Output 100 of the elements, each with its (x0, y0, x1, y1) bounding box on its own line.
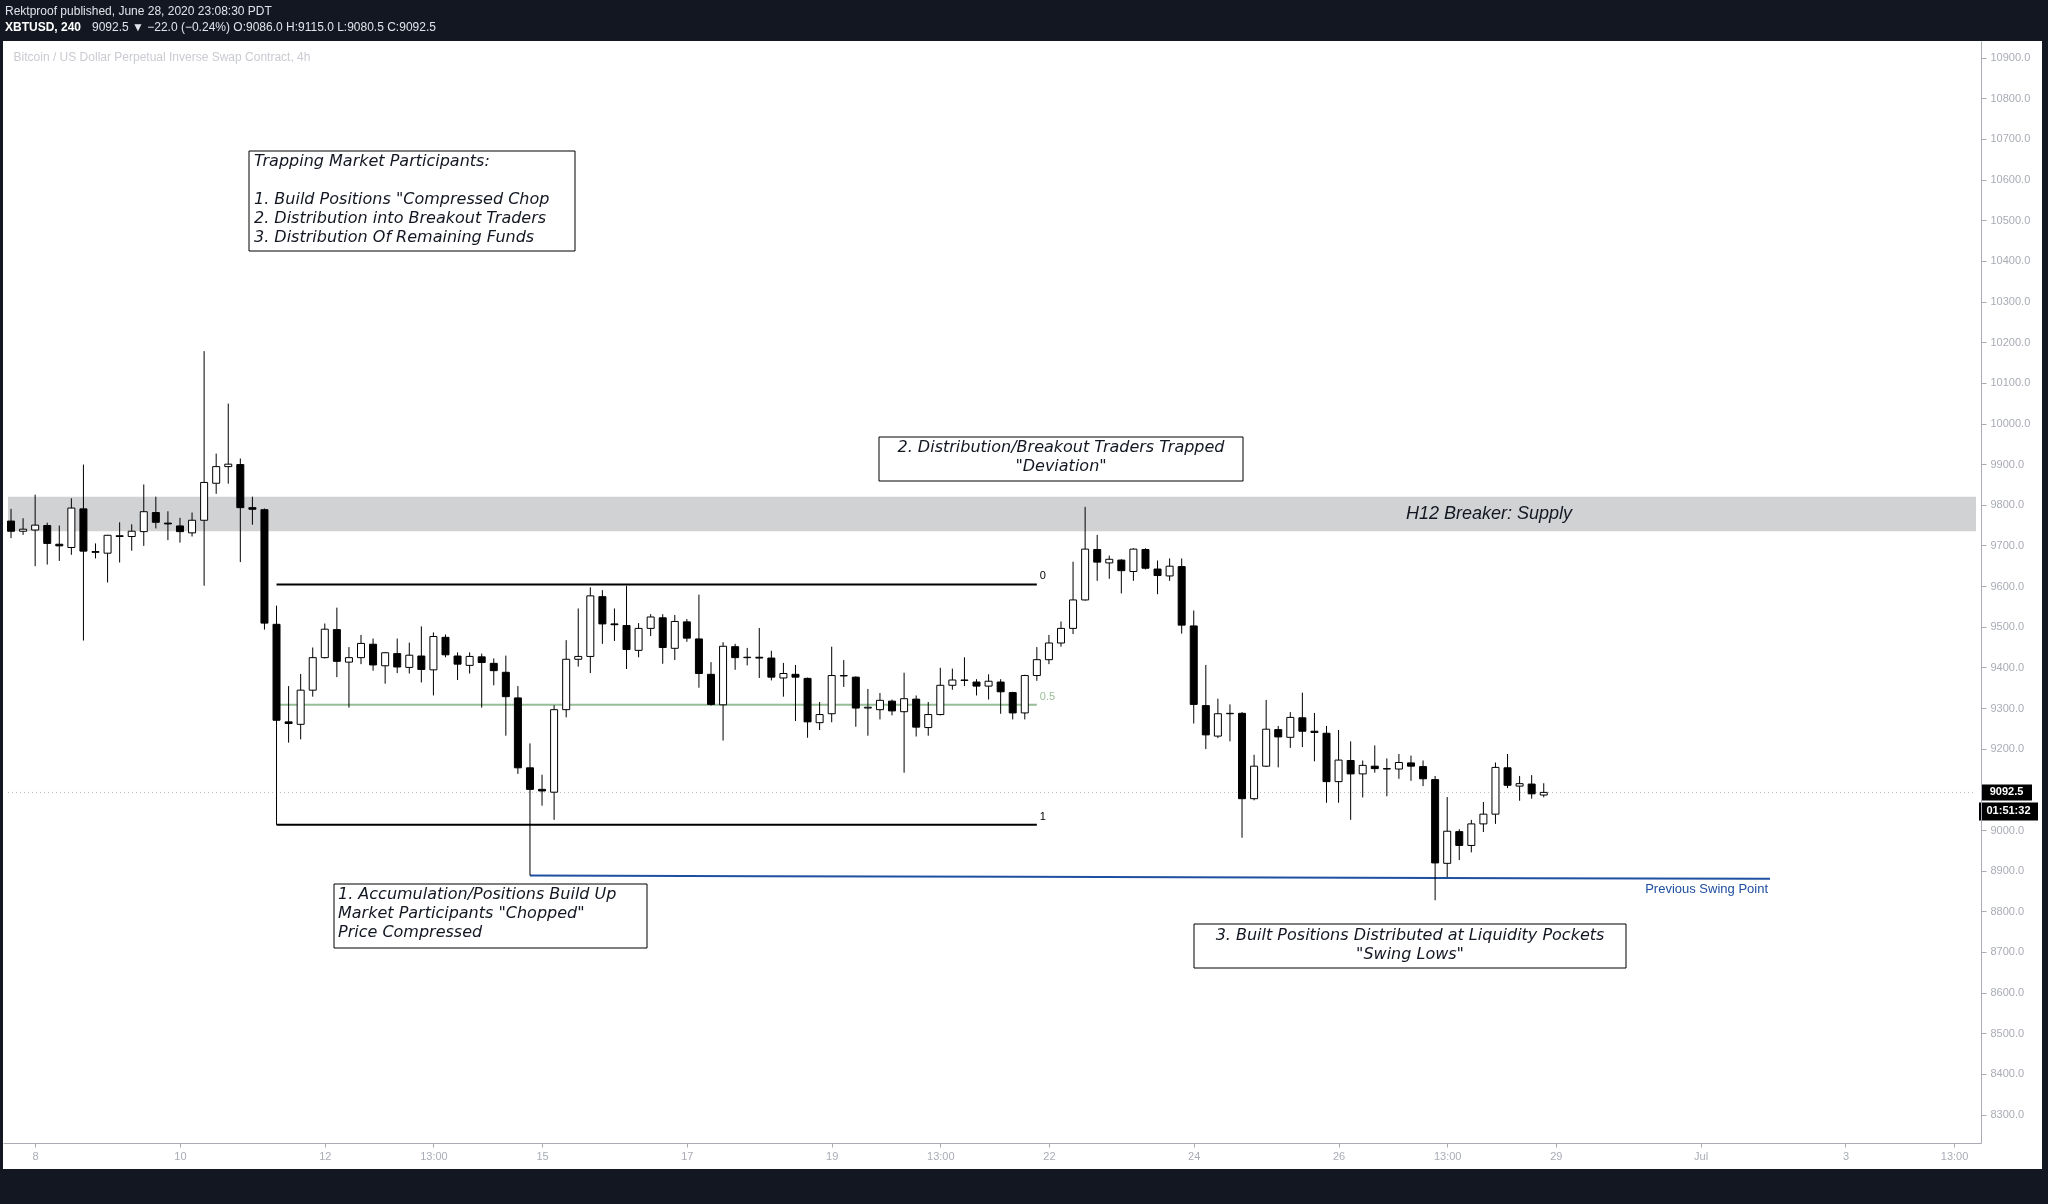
candlestick (984, 673, 993, 701)
y-tick-label: 9600.0 (1990, 579, 2025, 592)
candlestick (139, 483, 148, 547)
candlestick (441, 633, 450, 658)
y-tick-label: 10400.0 (1990, 254, 2031, 267)
chart-title: XBTUSD, 240 (5, 20, 82, 34)
text: 01:51:32 (1986, 804, 2031, 817)
candlestick (1310, 712, 1319, 762)
candlestick (369, 638, 378, 672)
x-tick-label: Jul (1694, 1149, 1709, 1162)
y-tick-label: 9900.0 (1990, 457, 2025, 470)
annotation: 1. Accumulation/Positions Build Up Market Participants "Chopped" Price Compressed (338, 884, 617, 941)
x-tick-label: 10 (174, 1149, 187, 1162)
y-tick-label: 9300.0 (1990, 701, 2025, 714)
y-tick-label: 8600.0 (1990, 986, 2025, 999)
x-tick-label: 17 (681, 1149, 694, 1162)
candlestick (127, 523, 136, 552)
y-tick-label: 9400.0 (1990, 660, 2025, 673)
candlestick (43, 522, 52, 566)
annotation: 3. Built Positions Distributed at Liquidity Pockets "Swing Lows" (1215, 925, 1605, 963)
candlestick (755, 627, 764, 679)
x-tick-label: 13:00 (420, 1149, 448, 1162)
candlestick (19, 517, 28, 536)
candlestick (1153, 560, 1162, 595)
x-tick-label: 3 (1842, 1149, 1850, 1162)
x-tick-label: 26 (1332, 1149, 1346, 1162)
candlestick (863, 688, 872, 737)
candlestick (682, 618, 691, 643)
y-tick-label: 10900.0 (1990, 51, 2031, 64)
x-tick-label: 13:00 (927, 1149, 955, 1162)
x-tick-label: 13:00 (1433, 1149, 1462, 1162)
candlestick (489, 657, 498, 686)
candlestick (453, 651, 462, 681)
x-tick-label: 29 (1550, 1149, 1563, 1162)
candlestick (1394, 753, 1403, 780)
candlestick (996, 678, 1005, 715)
candlestick (1455, 828, 1464, 861)
y-tick-label: 10200.0 (1990, 335, 2031, 348)
candlestick (1419, 759, 1428, 787)
candlestick (393, 638, 402, 674)
candlestick (1334, 729, 1343, 804)
annotation: 2. Distribution/Breakout Traders Trapped "Deviation" (897, 437, 1226, 475)
candlestick (1527, 774, 1536, 800)
candlestick (1093, 534, 1102, 582)
candlestick (1213, 698, 1222, 739)
candlestick (731, 643, 740, 671)
candlestick (1032, 646, 1041, 682)
annotation: Trapping Market Participants: 1. Build Positions "Compressed Chop 2. Distribution into Breakout Traders 3. Distribution Of Remaining Funds (254, 151, 550, 246)
y-tick-label: 10500.0 (1990, 213, 2031, 226)
candlestick (1503, 753, 1512, 789)
series-label: 0 (1039, 569, 1046, 582)
y-tick-label: 8800.0 (1990, 904, 2025, 917)
candlestick (1008, 691, 1017, 720)
candlestick (960, 656, 969, 687)
candlestick (1044, 634, 1053, 665)
series-label: 0.5 (1039, 689, 1056, 702)
candlestick (839, 659, 848, 688)
candlestick (103, 534, 112, 583)
candlestick (477, 653, 486, 709)
candlestick (815, 701, 824, 731)
candlestick (1105, 555, 1114, 580)
candlestick (1165, 557, 1174, 582)
candlestick (634, 622, 643, 658)
candlestick (1467, 819, 1476, 853)
x-tick-label: 24 (1188, 1149, 1201, 1162)
candlestick (948, 668, 957, 691)
candlestick (151, 496, 160, 529)
candlestick (381, 651, 390, 685)
y-tick-label: 10600.0 (1990, 173, 2031, 186)
candlestick (538, 774, 547, 807)
candlestick (465, 651, 474, 674)
x-tick-label: 13:00 (1940, 1149, 1969, 1162)
candlestick (115, 521, 124, 564)
candlestick (1298, 692, 1307, 748)
candlestick (1358, 759, 1367, 798)
candlestick (188, 512, 197, 538)
y-tick-label: 8700.0 (1990, 945, 2025, 958)
candlestick (248, 496, 257, 526)
x-tick-label: 8 (32, 1149, 39, 1162)
candlestick (900, 672, 909, 774)
y-tick-label: 10000.0 (1990, 417, 2031, 430)
x-tick-label: 22 (1043, 1149, 1056, 1162)
x-tick-label: 19 (826, 1149, 839, 1162)
candlestick (1346, 740, 1355, 821)
candlestick (646, 613, 655, 637)
candlestick (574, 607, 583, 668)
y-tick-label: 10700.0 (1990, 132, 2031, 145)
y-tick-label: 10300.0 (1990, 295, 2031, 308)
y-tick-label: 9700.0 (1990, 538, 2025, 551)
y-tick-label: 9000.0 (1990, 823, 2025, 836)
candlestick (767, 650, 776, 681)
candlestick (417, 625, 426, 683)
candlestick (1117, 558, 1126, 594)
y-tick-label: 10800.0 (1990, 91, 2031, 104)
candlestick (1479, 801, 1488, 833)
candlestick (175, 517, 184, 544)
candlestick (7, 508, 16, 539)
candlestick (163, 510, 172, 541)
candlestick (610, 607, 619, 642)
y-tick-label: 8900.0 (1990, 864, 2025, 877)
